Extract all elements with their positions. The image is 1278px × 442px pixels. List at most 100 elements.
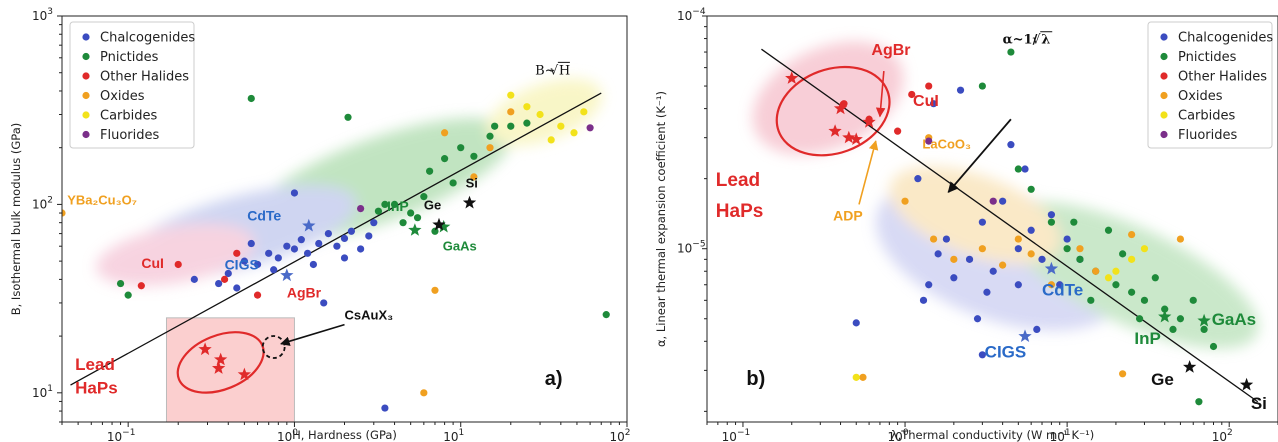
data-point <box>973 315 982 323</box>
trend-label-main: B~ <box>535 63 555 78</box>
y-tick-label: 103 <box>32 7 53 23</box>
data-point <box>340 254 349 262</box>
data-point <box>523 119 531 127</box>
data-point <box>914 175 922 183</box>
data-point <box>174 260 182 269</box>
data-point <box>1195 398 1203 406</box>
data-point <box>1087 296 1095 304</box>
x-tick-exponent: 1 <box>1065 428 1071 438</box>
y-tick-label: 10−4 <box>677 7 706 23</box>
data-point <box>1027 185 1035 193</box>
data-point <box>470 173 478 181</box>
annotation-label: AgBr <box>287 285 322 301</box>
data-point <box>908 90 916 99</box>
star-si <box>462 195 477 209</box>
data-point <box>420 389 428 397</box>
data-point <box>247 239 255 248</box>
data-point <box>1047 218 1056 226</box>
adp-arrow <box>858 140 879 205</box>
data-point <box>1076 245 1084 253</box>
data-point <box>137 282 145 290</box>
data-point <box>1161 305 1169 313</box>
data-point <box>1128 230 1136 239</box>
data-point <box>1092 267 1100 275</box>
annotation-label: a) <box>545 368 563 390</box>
data-point <box>1128 255 1136 263</box>
y-tick-exponent: −5 <box>692 240 705 250</box>
data-point <box>950 255 958 263</box>
x-axis-label: H, Hardness (GPa) <box>292 428 397 442</box>
data-point <box>357 205 365 213</box>
data-point <box>925 137 933 145</box>
data-point <box>381 200 389 209</box>
legend-marker <box>1160 91 1168 100</box>
data-point <box>1056 281 1064 289</box>
data-point <box>989 197 997 205</box>
star-inp <box>1158 309 1172 323</box>
annotation-label: HaPs <box>716 201 764 222</box>
data-point <box>224 269 232 278</box>
data-point <box>1027 226 1035 234</box>
data-point <box>274 254 282 262</box>
annotation-label: CIGS <box>225 257 259 273</box>
data-point <box>1076 255 1084 263</box>
x-tick-label: 102 <box>1212 428 1233 442</box>
annotation-label: CuI <box>913 93 939 110</box>
legend-label: Other Halides <box>1178 70 1267 85</box>
series-chalcogenides <box>190 189 389 412</box>
data-point <box>62 209 66 217</box>
y-axis-label: B, Isothermal bulk modulus (GPa) <box>9 123 23 316</box>
data-point <box>457 144 465 152</box>
data-point <box>1200 325 1208 333</box>
data-point <box>347 227 355 235</box>
legend-label: Carbides <box>100 109 158 124</box>
y-tick-exponent: −4 <box>692 7 706 17</box>
data-point <box>919 296 928 304</box>
star-cigs <box>280 268 294 282</box>
legend-label: Chalcogenides <box>100 31 195 46</box>
data-point <box>1119 250 1127 258</box>
data-point <box>840 100 848 108</box>
data-point <box>1112 281 1120 289</box>
data-point <box>547 136 555 144</box>
annotation-label: CIGS <box>985 343 1027 362</box>
legend-marker <box>1160 33 1168 41</box>
legend-marker <box>1160 130 1168 139</box>
data-point <box>999 261 1007 269</box>
data-point <box>1063 245 1071 253</box>
data-point <box>1151 274 1159 282</box>
data-point <box>240 257 248 265</box>
data-point <box>290 245 299 253</box>
data-point <box>978 351 986 359</box>
trend-equation: B~√ H <box>535 61 570 78</box>
axes-frame <box>706 15 1278 423</box>
data-point <box>340 234 349 243</box>
plot-area: AgBr CuI LaCoO₃ ADP Lead HaPs CdTe CIGS InP GaAs G… <box>716 31 1267 413</box>
legend-label: Other Halides <box>100 70 189 85</box>
x-tick-exponent: 1 <box>458 428 464 438</box>
plot-area: YBa₂Cu₃O₇ CuI CdTe CIGS AgBr InP Ge Si GaAs CsAuX… <box>62 61 610 422</box>
x-tick-label: 101 <box>443 428 464 442</box>
annotation-label: AgBr <box>871 42 910 59</box>
density-clouds <box>96 78 603 286</box>
data-point <box>1176 235 1185 243</box>
chart-panel-1: YBa₂Cu₃O₇ CuI CdTe CIGS AgBr InP Ge Si GaAs CsAuX… <box>9 7 631 442</box>
series-oxides <box>62 108 515 397</box>
data-point <box>399 219 407 227</box>
legend-label: Oxides <box>1178 89 1223 104</box>
data-point <box>978 245 986 253</box>
data-point <box>523 103 531 111</box>
trend-label-sqrt: √ <box>1032 33 1041 48</box>
data-point <box>190 275 198 283</box>
data-point <box>233 284 241 292</box>
data-point <box>1209 342 1218 351</box>
star-cdte <box>302 218 316 232</box>
data-point <box>470 152 478 160</box>
data-point <box>449 179 457 187</box>
annotation-label: CdTe <box>247 208 281 224</box>
data-point <box>934 250 942 258</box>
data-point <box>1140 296 1149 304</box>
data-point <box>1140 245 1149 253</box>
data-point <box>253 260 262 269</box>
data-point <box>1007 48 1015 56</box>
